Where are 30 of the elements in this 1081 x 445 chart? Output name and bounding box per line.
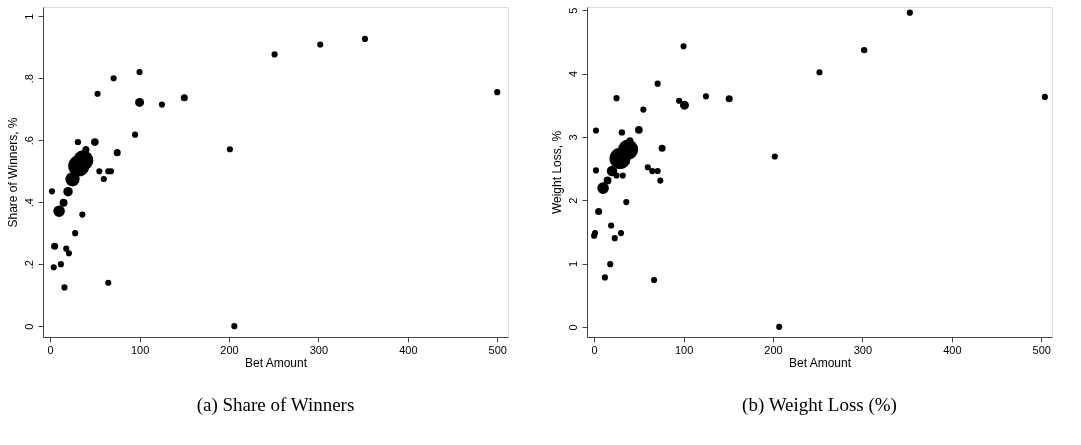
x-axis-title: Bet Amount <box>244 355 308 370</box>
y-tick-label: 0 <box>22 323 35 330</box>
x-tick-label: 200 <box>220 343 239 356</box>
x-tick-label: 100 <box>130 343 150 356</box>
text: (b) Weight Loss (%) <box>742 394 897 416</box>
x-tick-label: 0 <box>47 343 54 356</box>
x-axis-title: Bet Amount <box>788 355 852 370</box>
y-axis-title: Weight Loss, % <box>549 130 564 215</box>
y-tick-label: 0 <box>566 324 579 331</box>
x-tick-label: 300 <box>309 343 329 356</box>
y-tick-label: .8 <box>22 74 35 84</box>
y-tick-label: .4 <box>22 198 35 208</box>
text: (a) Share of Winners <box>196 394 355 416</box>
y-tick-label: 5 <box>566 7 579 14</box>
x-tick-label: 400 <box>399 343 418 356</box>
y-tick-label: 4 <box>566 70 579 78</box>
x-tick-label: 500 <box>1032 343 1051 356</box>
y-tick-label: 3 <box>566 134 579 141</box>
y-tick-label: 1 <box>22 13 35 20</box>
x-tick-label: 200 <box>764 343 783 356</box>
y-axis-title: Share of Winners, % <box>5 117 20 228</box>
y-tick-label: 2 <box>566 197 579 204</box>
x-tick-label: 300 <box>853 343 873 356</box>
x-tick-label: 100 <box>674 343 694 356</box>
y-tick-label: .2 <box>22 260 35 270</box>
x-tick-label: 0 <box>591 343 598 356</box>
y-tick-label: 1 <box>566 260 579 268</box>
x-tick-label: 400 <box>943 343 962 356</box>
x-tick-label: 500 <box>488 343 507 356</box>
y-tick-label: .6 <box>22 136 35 146</box>
